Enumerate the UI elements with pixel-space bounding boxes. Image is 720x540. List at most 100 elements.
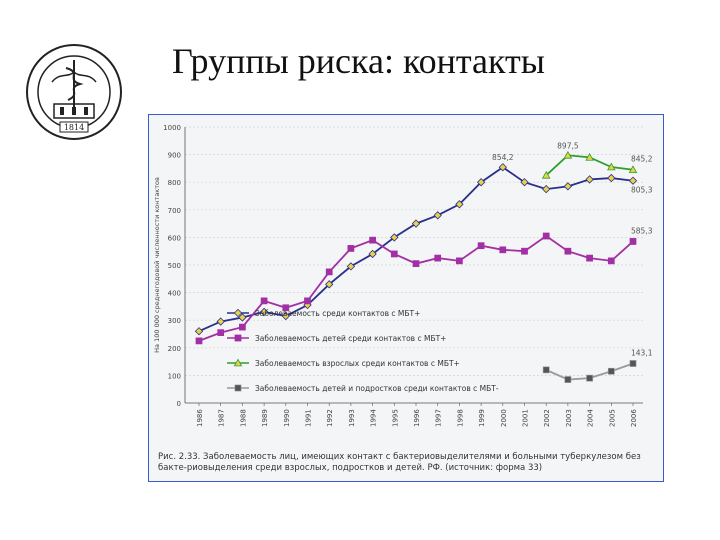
square-marker (456, 257, 463, 265)
diamond-marker (607, 173, 616, 183)
diamond-marker (259, 307, 269, 317)
diamond-marker (233, 308, 243, 318)
triangle-marker (233, 358, 243, 367)
diamond-marker (411, 219, 421, 228)
y-tick-label: 300 (168, 317, 181, 325)
data-label: 805,3 (631, 186, 653, 195)
square-marker (412, 260, 420, 267)
x-tick-label: 1996 (413, 409, 421, 427)
y-tick-label: 500 (168, 262, 181, 270)
square-marker (304, 297, 311, 305)
square-marker (325, 268, 333, 276)
diamond-marker (390, 233, 399, 242)
x-tick-label: 1991 (305, 409, 313, 427)
y-tick-label: 200 (168, 345, 181, 353)
x-tick-label: 1995 (391, 409, 399, 427)
y-tick-label: 900 (168, 152, 181, 160)
data-label: 854,2 (492, 153, 514, 162)
university-seal-logo: 1814 (26, 44, 122, 140)
logo-year: 1814 (64, 123, 84, 132)
y-tick-label: 0 (177, 400, 181, 408)
x-tick-label: 1998 (456, 409, 464, 427)
x-tick-label: 1986 (196, 409, 204, 427)
legend-entry: Заболеваемость детей среди контактов с М… (255, 334, 446, 343)
square-marker (586, 254, 593, 262)
square-marker (499, 246, 507, 254)
diamond-marker (346, 262, 356, 271)
square-marker (217, 329, 225, 336)
y-tick-label: 1000 (163, 124, 181, 132)
slide-title: Группы риска: контакты (172, 41, 545, 81)
data-label: 143,1 (631, 349, 653, 358)
diamond-marker (368, 249, 377, 259)
diamond-marker (433, 211, 442, 220)
diamond-marker (325, 280, 334, 289)
data-label: 897,5 (557, 141, 579, 150)
square-marker (195, 337, 203, 345)
x-tick-label: 2002 (543, 409, 551, 427)
diamond-marker (281, 311, 290, 321)
diamond-marker (542, 184, 551, 194)
square-marker (542, 232, 550, 240)
square-marker (260, 297, 268, 305)
diamond-marker (628, 176, 638, 185)
x-tick-label: 1988 (239, 409, 247, 427)
diamond-marker (194, 327, 204, 336)
diamond-marker (585, 175, 594, 184)
figure-caption: Рис. 2.33. Заболеваемость лиц, имеющих к… (158, 452, 641, 473)
legend-entry: Заболеваемость среди контактов с МБТ+ (255, 309, 420, 318)
x-tick-label: 1993 (348, 409, 356, 427)
square-marker (564, 376, 572, 383)
triangle-marker (607, 162, 616, 171)
chart-frame: 0 100 200 300 400 500 600 700 800 900 1000 1986 198… (148, 114, 664, 482)
square-marker (282, 304, 290, 312)
y-tick-label: 400 (168, 290, 181, 298)
square-marker (564, 247, 572, 255)
square-marker (369, 236, 376, 244)
square-marker (347, 245, 355, 252)
x-tick-label: 1989 (261, 409, 269, 427)
x-tick-label: 2001 (522, 409, 530, 427)
square-marker (234, 334, 242, 342)
x-tick-label: 1987 (218, 409, 226, 427)
square-marker (629, 360, 637, 367)
y-tick-label: 800 (168, 179, 181, 187)
square-marker (477, 242, 485, 250)
x-tick-label: 2003 (565, 409, 573, 427)
diamond-marker (455, 200, 464, 209)
square-marker (607, 257, 615, 265)
diamond-marker (216, 317, 225, 326)
triangle-marker (541, 170, 551, 179)
square-marker (521, 247, 528, 255)
square-marker (434, 254, 442, 262)
y-tick-label: 100 (168, 372, 181, 380)
triangle-marker (628, 165, 638, 174)
square-marker (542, 366, 550, 374)
y-axis-label: На 100 000 среднегодовой численности кон… (153, 177, 161, 353)
square-marker (390, 250, 398, 258)
x-tick-label: 1992 (326, 409, 334, 427)
x-tick-label: 1997 (435, 409, 443, 427)
diamond-marker (563, 182, 573, 191)
legend-entry: Заболеваемость взрослых среди контактов … (255, 359, 460, 368)
diamond-marker (476, 178, 486, 187)
x-tick-label: 2000 (500, 409, 508, 427)
data-label: 845,2 (631, 155, 653, 164)
diamond-marker (238, 313, 247, 322)
triangle-marker (563, 150, 573, 159)
diamond-marker (520, 178, 529, 187)
square-marker (586, 374, 593, 382)
square-marker (239, 323, 246, 331)
x-tick-label: 2005 (608, 409, 616, 427)
square-marker (629, 238, 637, 245)
triangle-marker (585, 152, 594, 161)
x-tick-label: 1990 (283, 409, 291, 427)
y-tick-label: 600 (168, 234, 181, 242)
x-tick-label: 1994 (370, 409, 378, 427)
x-tick-label: 2006 (630, 409, 638, 427)
square-marker (607, 367, 615, 375)
x-tick-label: 1999 (478, 409, 486, 427)
data-label: 585,3 (631, 226, 653, 235)
diamond-marker (498, 163, 507, 172)
y-tick-label: 700 (168, 207, 181, 215)
